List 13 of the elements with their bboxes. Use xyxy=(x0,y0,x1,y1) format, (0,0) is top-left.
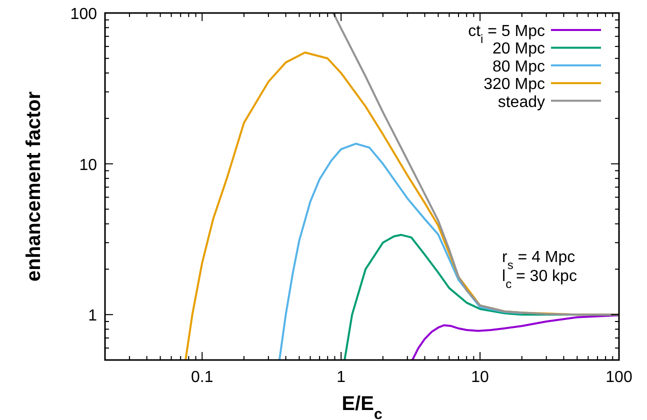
legend-label: 320 Mpc xyxy=(484,76,545,94)
y-tick-label: 10 xyxy=(79,156,98,174)
annotation: l$_{c}$ = 30 kpc xyxy=(502,268,577,291)
x-tick-label: 100 xyxy=(606,369,632,386)
y-tick-label: 100 xyxy=(70,6,98,23)
legend-label: steady xyxy=(498,94,545,111)
y-axis-title: enhancement factor xyxy=(23,91,45,282)
x-tick-label: 1 xyxy=(336,369,346,386)
x-axis-title: E/E$_{c}$ xyxy=(342,393,382,420)
x-tick-label: 10 xyxy=(471,369,490,386)
y-tick-label: 1 xyxy=(88,308,98,325)
x-tick-label: 0.1 xyxy=(191,369,214,386)
legend-label: 80 Mpc xyxy=(492,58,545,76)
